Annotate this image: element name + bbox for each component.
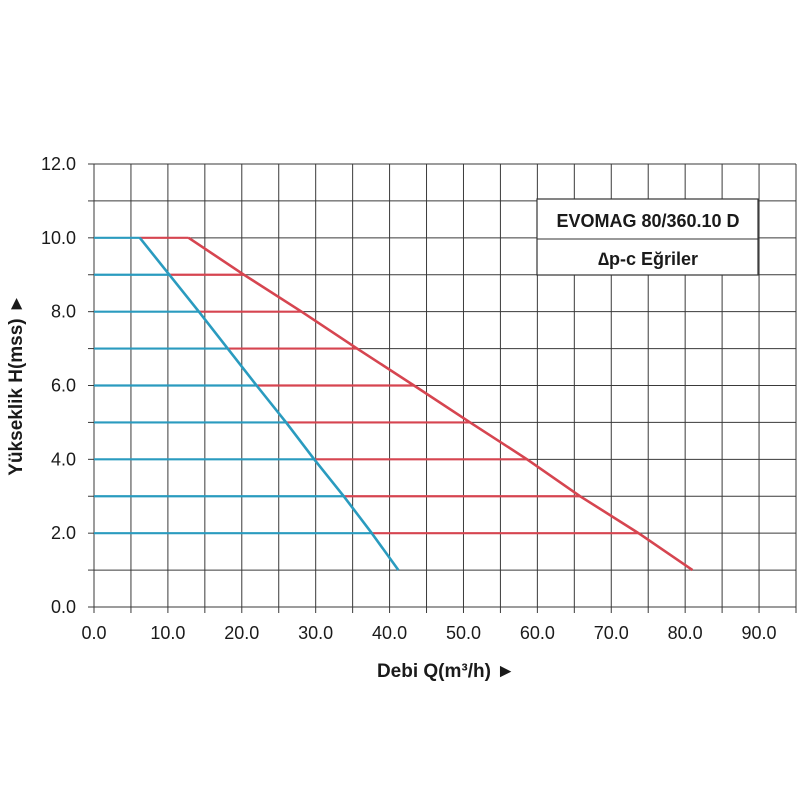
x-tick-label: 20.0 (224, 623, 259, 643)
legend-box: EVOMAG 80/360.10 D ∆p-c Eğriler (536, 198, 759, 276)
y-tick-label: 6.0 (51, 376, 76, 396)
y-tick-labels: 0.0 2.0 4.0 6.0 8.0 10.0 12.0 (41, 154, 76, 617)
x-tick-label: 60.0 (520, 623, 555, 643)
y-axis-title: Yükseklik H(mss) ► (6, 294, 27, 475)
x-tick-label: 0.0 (81, 623, 106, 643)
x-tick-label: 80.0 (668, 623, 703, 643)
tick-marks (88, 163, 797, 613)
y-tick-label: 0.0 (51, 597, 76, 617)
x-tick-label: 30.0 (298, 623, 333, 643)
x-tick-label: 90.0 (742, 623, 777, 643)
x-tick-labels: 0.0 10.0 20.0 30.0 40.0 50.0 60.0 70.0 80.0 90.0 (81, 623, 776, 643)
x-tick-label: 70.0 (594, 623, 629, 643)
y-tick-label: 8.0 (51, 302, 76, 322)
level-lines (94, 236, 639, 535)
legend-box-subtitle: ∆p-c Eğriler (598, 249, 698, 269)
y-tick-label: 10.0 (41, 228, 76, 248)
max-curve-line (187, 236, 694, 572)
x-tick-label: 10.0 (150, 623, 185, 643)
y-tick-label: 12.0 (41, 154, 76, 174)
legend-box-frame (536, 198, 759, 276)
y-tick-label: 2.0 (51, 523, 76, 543)
x-tick-label: 40.0 (372, 623, 407, 643)
min-curve-line (138, 236, 400, 571)
x-axis-title: Debi Q(m³/h) ► (377, 661, 515, 682)
y-tick-label: 4.0 (51, 449, 76, 469)
legend-box-model: EVOMAG 80/360.10 D (556, 211, 739, 231)
curves (138, 236, 694, 572)
x-tick-label: 50.0 (446, 623, 481, 643)
